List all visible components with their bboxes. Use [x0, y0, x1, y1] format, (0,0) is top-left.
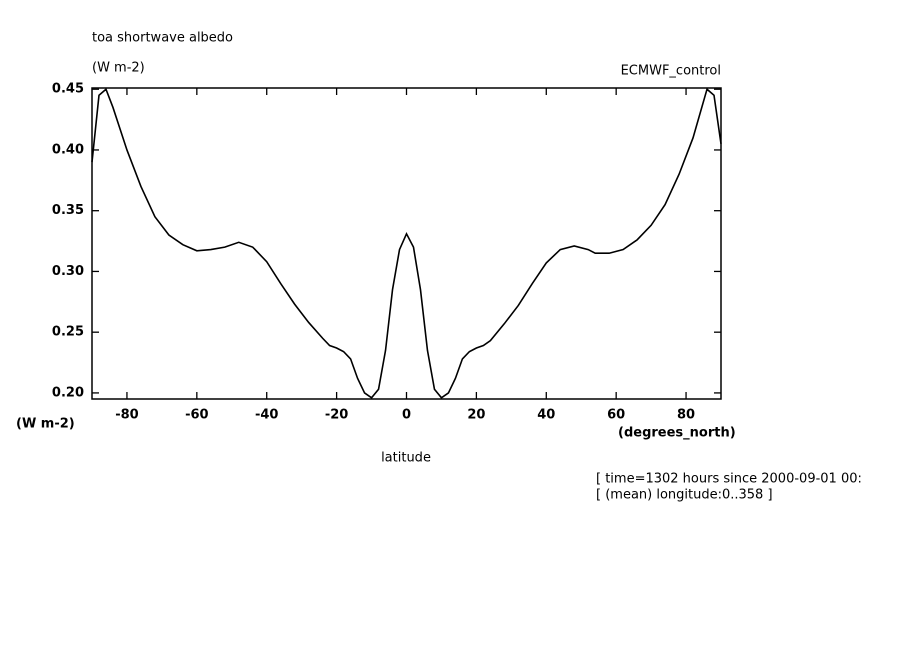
- x-tick-label: 20: [467, 408, 485, 423]
- y-tick-label: 0.20: [52, 385, 84, 400]
- x-tick-label: -20: [325, 408, 349, 423]
- chart-title: toa shortwave albedo: [92, 31, 233, 46]
- note: [ (mean) longitude:0..358 ]: [596, 488, 773, 503]
- x-tick-label: -60: [185, 408, 209, 423]
- x-tick-label: 0: [402, 408, 411, 423]
- dataset-label: ECMWF_control: [621, 64, 721, 79]
- y-axis-units: (W m-2): [16, 417, 75, 432]
- y-tick-label: 0.35: [52, 203, 84, 218]
- y-tick-label: 0.40: [52, 142, 84, 157]
- y-tick-label: 0.45: [52, 82, 84, 97]
- x-tick-label: -80: [115, 408, 139, 423]
- x-axis-title: latitude: [381, 451, 431, 466]
- x-axis-units: (degrees_north): [618, 426, 736, 441]
- units: (W m-2): [92, 61, 145, 76]
- y-tick-label: 0.25: [52, 325, 84, 340]
- x-tick-label: -40: [255, 408, 279, 423]
- y-tick-label: 0.30: [52, 264, 84, 279]
- plot-frame: [91, 87, 722, 400]
- x-tick-label: 60: [607, 408, 625, 423]
- data-line: [91, 87, 722, 399]
- note: [ time=1302 hours since 2000-09-01 00:: [596, 472, 862, 487]
- x-tick-label: 40: [537, 408, 555, 423]
- x-tick-label: 80: [677, 408, 695, 423]
